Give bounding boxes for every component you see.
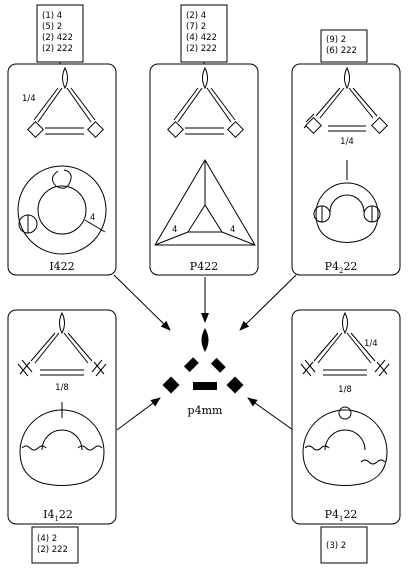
orbit-box: [320, 526, 368, 564]
diamond-icon: [371, 117, 388, 134]
fraction-label: 1/8: [55, 383, 69, 393]
wave-icon: [21, 445, 47, 451]
tri-label: 4: [230, 225, 235, 235]
orbit-line: (2) 222: [42, 44, 73, 54]
diamond-icon: [227, 121, 244, 138]
orbit-line: (4) 2: [37, 534, 57, 544]
knot-arc: [302, 409, 388, 453]
orbit-line: (2) 4: [186, 11, 206, 21]
lens-icon: [344, 66, 350, 90]
wave-icon: [77, 445, 103, 451]
panel-frame: [149, 63, 259, 276]
orbit-line: (1) 4: [42, 11, 62, 21]
panel-p422: (2) 4 (7) 2 (4) 422 (2) 222 4 4 P422: [149, 4, 259, 276]
arrow-from-p4222: [239, 274, 297, 331]
orbit-line: (9) 2: [326, 35, 346, 45]
inner-triangle: [187, 204, 223, 233]
orbit-box: [320, 29, 368, 63]
orbit-line: (4) 422: [186, 33, 217, 43]
tri-label: 4: [172, 225, 177, 235]
orbit-line: (7) 2: [186, 22, 206, 32]
lens-icon: [202, 66, 208, 90]
svg-text:P4222: P4222: [325, 260, 358, 275]
center-label: p4mm: [188, 404, 223, 417]
fraction-label: 1/4: [364, 339, 378, 349]
diamond-icon: [27, 121, 44, 138]
diamond-icon: [87, 121, 104, 138]
fraction-label: 1/4: [22, 94, 36, 104]
center-diamond-right: [226, 376, 244, 394]
orbit-line: (5) 2: [42, 22, 62, 32]
panel-name: P4: [325, 508, 339, 521]
orbit-line: (6) 222: [326, 46, 357, 56]
knot-label: 4: [90, 213, 95, 223]
cross-icon: [91, 359, 107, 377]
center-lens-icon: [201, 328, 209, 352]
cross-icon: [374, 359, 390, 377]
panel-p4222: (9) 2 (6) 222 1/4 P4222: [291, 29, 401, 276]
orbit-line: (2) 222: [37, 545, 68, 555]
knot-arc: [315, 182, 379, 215]
panel-subscript: 2: [339, 267, 343, 275]
fraction-label: 1/8: [338, 385, 352, 395]
diamond-icon: [305, 117, 322, 134]
wave-icon: [360, 459, 386, 465]
panel-i4122: 1/8 I4122 (4) 2 (2) 222: [7, 309, 117, 564]
cross-icon: [17, 359, 33, 377]
panel-p4122: 1/4 1/8 P4122 (3) 2: [291, 309, 401, 564]
panel-name: I422: [49, 260, 74, 273]
cross-icon: [300, 359, 316, 377]
diamond-icon: [167, 121, 184, 138]
panel-name: P4: [325, 260, 339, 273]
fraction-label: 1/4: [340, 137, 354, 147]
svg-text:P4122: P4122: [325, 508, 358, 523]
arrow-from-i422: [113, 274, 171, 331]
orbit-box: [36, 4, 84, 63]
panel-frame: [291, 63, 401, 276]
lens-icon: [342, 311, 348, 335]
knot-outer: [17, 165, 107, 255]
orbit-line: (2) 422: [42, 33, 73, 43]
svg-text:I4122: I4122: [43, 508, 73, 523]
center-bar-left: [183, 357, 199, 373]
orbit-line: (3) 2: [326, 541, 346, 551]
center-symbol: p4mm: [162, 328, 244, 417]
panel-frame: [291, 309, 401, 525]
panel-name: P422: [190, 260, 218, 273]
arrow-from-p4122: [247, 397, 294, 431]
center-bar-bottom: [193, 382, 217, 390]
panel-suffix: 22: [343, 260, 357, 273]
panel-name: I4: [43, 508, 54, 521]
panel-suffix: 22: [59, 508, 73, 521]
lens-icon: [62, 66, 68, 90]
outer-triangle: [154, 159, 256, 246]
panel-subscript: 1: [54, 515, 58, 523]
panel-suffix: 22: [343, 508, 357, 521]
wave-icon: [304, 445, 330, 451]
lens-icon: [59, 311, 65, 335]
arrow-from-i4122: [116, 397, 161, 431]
orbit-line: (2) 222: [186, 44, 217, 54]
center-bar-right: [210, 357, 226, 373]
arrows: [113, 274, 297, 431]
center-diamond-left: [162, 376, 180, 394]
panel-subscript: 1: [339, 515, 343, 523]
orbit-box: [31, 526, 79, 564]
panel-i422: (1) 4 (5) 2 (2) 422 (2) 222 1/4 4 I422: [7, 4, 117, 276]
